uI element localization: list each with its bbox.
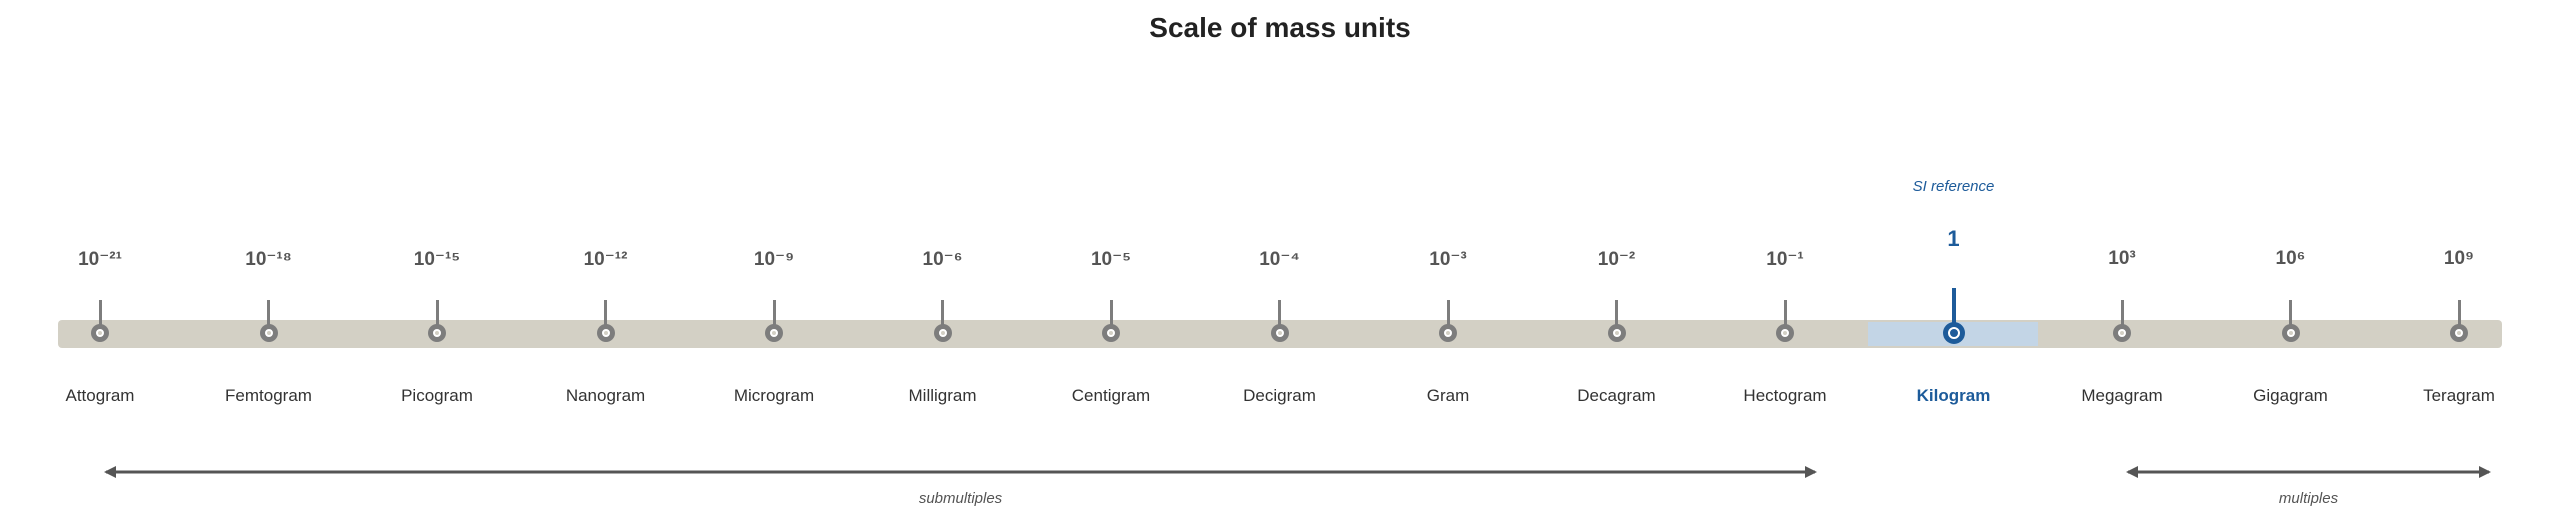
unit-exponent: 10⁻²¹ (78, 249, 122, 270)
marker-dot (933, 324, 952, 342)
marker-dot (2450, 324, 2468, 342)
marker-dot (1776, 324, 1794, 342)
unit-exponent: 10⁻¹⁵ (413, 249, 461, 270)
tick-stem (1951, 288, 1956, 334)
tick-stem (98, 300, 102, 334)
unit-exponent: 10⁻⁹ (753, 249, 795, 270)
unit-name: Picogram (401, 386, 473, 405)
marker-dot (2113, 324, 2131, 342)
unit-name: Nanogram (565, 386, 646, 405)
tick-stem (2120, 300, 2124, 334)
unit-name: Kilogram (1916, 386, 1991, 405)
unit-exponent: 10⁻⁶ (922, 249, 963, 270)
marker-dot (91, 324, 109, 342)
unit-name: Centigram (1071, 386, 1151, 405)
marker-dot (1270, 324, 1289, 342)
si-reference-label: SI reference (1912, 178, 1995, 195)
unit-exponent: 10³ (2108, 248, 2136, 269)
unit-name: Femtogram (225, 386, 312, 405)
unit-name: Microgram (733, 386, 815, 405)
unit-name: Milligram (908, 386, 977, 405)
unit-name: Teragram (2423, 386, 2495, 405)
unit-exponent: 10⁻⁵ (1090, 249, 1132, 270)
marker-dot (1102, 324, 1120, 342)
unit-exponent: 1 (1947, 226, 1960, 251)
marker-dot (2281, 324, 2300, 342)
unit-name: Attogram (65, 386, 135, 405)
unit-exponent: 10⁹ (2443, 248, 2475, 269)
unit-name: Gram (1426, 386, 1470, 405)
unit-name: Megagram (2081, 386, 2163, 405)
tick-stem (941, 300, 944, 334)
diagram-title: Scale of mass units (1149, 12, 1411, 43)
tick-stem (1109, 300, 1113, 334)
tick-stem (435, 300, 439, 334)
marker-dot (596, 324, 615, 342)
marker-dot (428, 324, 446, 342)
marker-dot (259, 324, 278, 342)
unit-name: Gigagram (2253, 386, 2328, 405)
tick-stem (2289, 300, 2292, 334)
marker-dot (1607, 324, 1626, 342)
multiples-label: multiples (2278, 490, 2339, 507)
tick-stem (604, 300, 607, 334)
submultiples-label: submultiples (918, 490, 1003, 507)
unit-exponent: 10⁻³ (1429, 249, 1467, 270)
unit-name: Decagram (1577, 386, 1656, 405)
tick-stem (1615, 300, 1618, 334)
unit-exponent: 10⁻¹² (583, 249, 628, 270)
tick-stem (267, 300, 270, 334)
marker-dot (765, 324, 783, 342)
marker-dot (1942, 322, 1965, 344)
marker-dot (1439, 324, 1457, 342)
unit-name: Hectogram (1743, 386, 1827, 405)
tick-stem (772, 300, 776, 334)
unit-exponent: 10⁶ (2275, 248, 2306, 269)
unit-exponent: 10⁻² (1597, 249, 1636, 270)
tick-stem (2457, 300, 2461, 334)
unit-exponent: 10⁻¹ (1766, 249, 1804, 270)
unit-exponent: 10⁻⁴ (1259, 249, 1300, 270)
tick-stem (1278, 300, 1281, 334)
unit-name: Decigram (1243, 386, 1316, 405)
unit-exponent: 10⁻¹⁸ (245, 249, 292, 270)
tick-stem (1783, 300, 1787, 334)
tick-stem (1446, 300, 1450, 334)
